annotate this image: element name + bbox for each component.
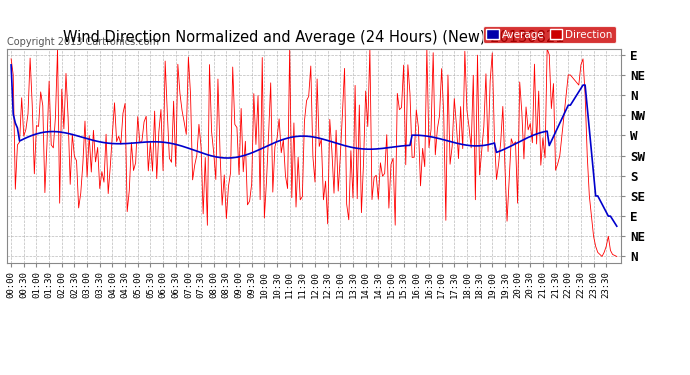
Text: Copyright 2013 Cartronics.com: Copyright 2013 Cartronics.com — [7, 37, 159, 46]
Title: Wind Direction Normalized and Average (24 Hours) (New) 20130821: Wind Direction Normalized and Average (2… — [63, 30, 564, 45]
Legend: Average, Direction: Average, Direction — [483, 26, 615, 43]
